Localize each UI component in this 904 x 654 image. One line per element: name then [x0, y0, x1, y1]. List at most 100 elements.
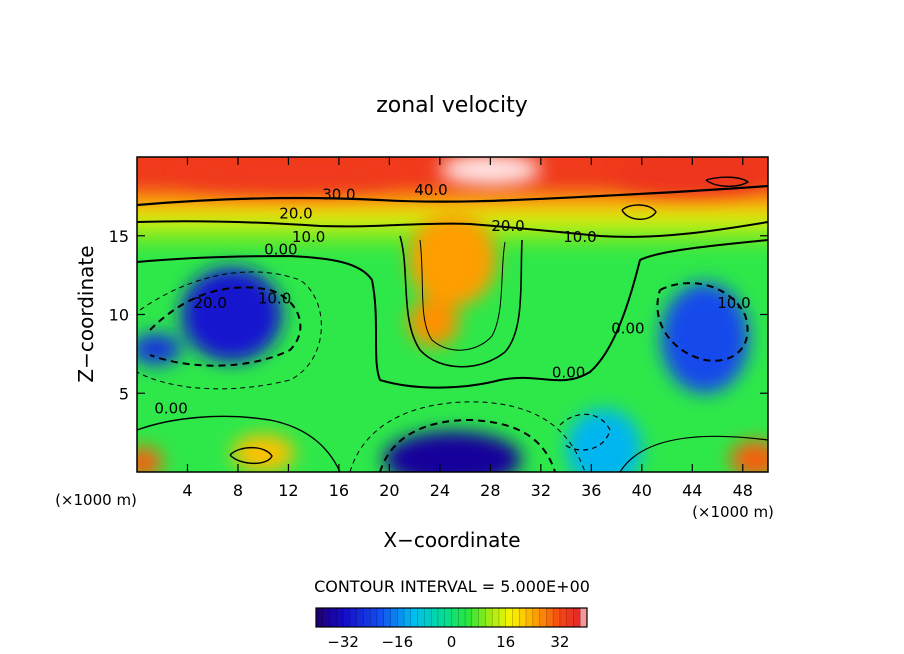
field-blob [439, 157, 541, 186]
contour-line [137, 415, 341, 472]
contour-label: 10.0 [717, 294, 750, 312]
colorbar-cell [431, 608, 439, 627]
colorbar-cell [410, 608, 419, 627]
colorbar-cell [316, 608, 324, 627]
contour-line [419, 239, 506, 351]
colorbar-cell [336, 608, 344, 627]
x-tick-label: 48 [733, 481, 753, 500]
colorbar-cell [478, 608, 486, 627]
contour-line [137, 239, 768, 389]
contour-label: 20.0 [491, 217, 524, 235]
colorbar-cell [444, 608, 452, 627]
colorbar-cell [451, 608, 459, 627]
contour-label: 40.0 [414, 181, 447, 199]
x-unit-left: (×1000 m) [55, 491, 137, 509]
x-tick-label: 12 [278, 481, 298, 500]
colorbar-cell [376, 608, 385, 627]
x-tick-label: 20 [379, 481, 399, 500]
contour-line [137, 184, 768, 207]
contour-interval-label: CONTOUR INTERVAL = 5.000E+00 [314, 577, 590, 596]
contour-label: 0.00 [154, 400, 187, 418]
y-tick-label: 15 [109, 227, 129, 246]
field-blob [730, 440, 768, 472]
contour-label: 10.0 [258, 289, 291, 307]
colorbar-cell [526, 608, 534, 627]
colorbar-cell [512, 608, 520, 627]
colorbar-cell [519, 608, 527, 627]
colorbar-cell [498, 608, 507, 627]
x-axis-title: X−coordinate [383, 528, 520, 552]
field-blob [137, 446, 163, 472]
colorbar-tick-label: 16 [496, 633, 515, 651]
field-blob [566, 409, 642, 472]
chart-title: zonal velocity [376, 93, 528, 118]
contour-line [137, 220, 768, 238]
plot-area [137, 157, 768, 472]
colorbar-cell [505, 608, 513, 627]
colorbar-cell [390, 608, 398, 627]
contour-label: 20.0 [193, 294, 226, 312]
field-blob [408, 298, 459, 346]
colorbar-cell [465, 608, 473, 627]
colorbar-cell [553, 608, 561, 627]
field-blob [231, 434, 295, 472]
contour-line [559, 413, 611, 451]
colorbar-cell [458, 608, 466, 627]
colorbar-cell [322, 608, 331, 627]
colorbar-tick-label: −32 [327, 633, 359, 651]
colorbar-cell [492, 608, 500, 627]
contour-line [621, 204, 657, 220]
colorbar-cell [437, 608, 446, 627]
contour-label: 10.0 [292, 228, 325, 246]
contour-line [229, 446, 273, 465]
y-tick-label: 5 [119, 384, 129, 403]
x-tick-label: 36 [581, 481, 601, 500]
colorbar-cell [349, 608, 358, 627]
x-tick-label: 28 [480, 481, 500, 500]
colorbar-cell [424, 608, 432, 627]
colorbar [315, 607, 588, 628]
y-axis-title: Z−coordinate [74, 245, 98, 382]
contour-line [379, 418, 556, 472]
colorbar-cell [404, 608, 412, 627]
field-blob [660, 283, 750, 394]
x-tick-label: 24 [430, 481, 450, 500]
colorbar-cell [383, 608, 392, 627]
colorbar-cell [532, 608, 541, 627]
field-blob [408, 212, 497, 307]
x-tick-label: 40 [632, 481, 652, 500]
field-blob [616, 157, 768, 195]
colorbar-cell [539, 608, 547, 627]
contour-line [705, 176, 750, 187]
colorbar-cell [471, 608, 480, 627]
colorbar-tick-label: −16 [381, 633, 413, 651]
field-blob [383, 431, 522, 472]
colorbar-cell [397, 608, 405, 627]
colorbar-cell [485, 608, 493, 627]
contour-label: 30.0 [322, 186, 355, 204]
colorbar-cell [566, 608, 574, 627]
contour-line [349, 401, 586, 472]
colorbar-cell [343, 608, 351, 627]
x-unit-right: (×1000 m) [692, 503, 774, 521]
y-tick-label: 10 [109, 306, 129, 325]
field-blob [174, 157, 402, 192]
field-blob [137, 333, 182, 365]
x-tick-label: 44 [682, 481, 702, 500]
contour-line [149, 286, 302, 367]
x-tick-label: 8 [233, 481, 243, 500]
contour-label: 10.0 [563, 228, 596, 246]
colorbar-cell [580, 608, 588, 627]
x-tick-label: 4 [182, 481, 192, 500]
colorbar-cell [559, 608, 568, 627]
contour-line [619, 435, 768, 472]
colorbar-cell [370, 608, 378, 627]
x-tick-label: 16 [329, 481, 349, 500]
contour-line [656, 282, 749, 362]
contour-label: 0.00 [264, 241, 297, 259]
field-blob [181, 267, 283, 362]
contour-line [137, 271, 322, 390]
colorbar-cell [356, 608, 364, 627]
contour-line [399, 235, 523, 368]
